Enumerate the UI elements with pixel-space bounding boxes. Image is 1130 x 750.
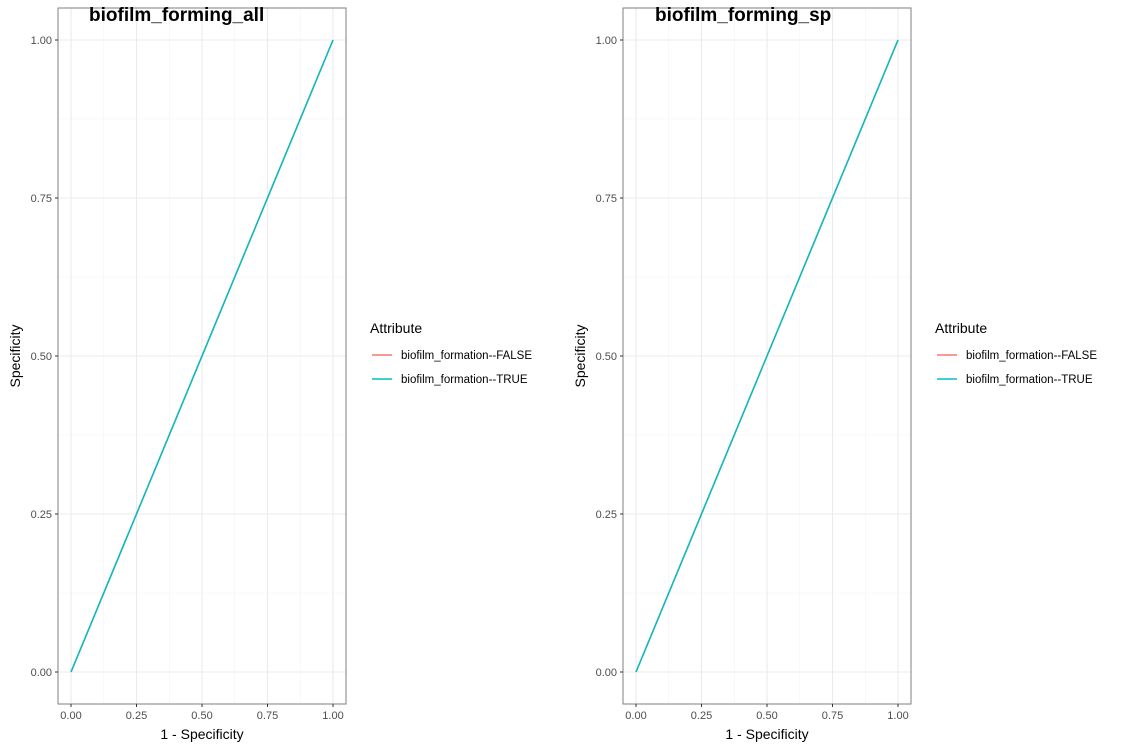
chart-1-legend-label-true: biofilm_formation--TRUE — [401, 374, 528, 386]
chart-2-y-tick-label: 0.00 — [596, 667, 617, 679]
chart-2-x-axis-title: 1 - Specificity — [725, 726, 808, 742]
chart-1-y-tick-label: 0.75 — [31, 193, 52, 205]
chart-2-title: biofilm_forming_sp — [655, 5, 831, 26]
chart-1-x-tick-label: 0.25 — [126, 710, 147, 722]
chart-1-title: biofilm_forming_all — [89, 5, 264, 26]
chart-2-y-axis-title: Specificity — [572, 324, 588, 387]
chart-1-legend-title: Attribute — [370, 320, 422, 336]
chart-1-x-tick-label: 0.00 — [60, 710, 81, 722]
chart-2-legend-label-true: biofilm_formation--TRUE — [966, 374, 1093, 386]
chart-2-y-tick-label: 0.50 — [596, 351, 617, 363]
chart-2-legend-label-false: biofilm_formation--FALSE — [966, 350, 1097, 362]
chart-2-legend-title: Attribute — [935, 320, 987, 336]
chart-2-x-tick-label: 0.25 — [691, 710, 712, 722]
chart-1-x-axis-title: 1 - Specificity — [160, 726, 243, 742]
chart-2-y-tick-label: 1.00 — [596, 35, 617, 47]
chart-2-series-line-true — [635, 39, 899, 673]
chart-2-x-tick-label: 0.00 — [625, 710, 646, 722]
chart-1-y-tick-label: 0.25 — [31, 509, 52, 521]
chart-1-y-axis-title: Specificity — [7, 324, 23, 387]
chart-2-x-tick-label: 0.50 — [756, 710, 777, 722]
chart-2-x-tick-label: 1.00 — [887, 710, 908, 722]
chart-1-y-tick-label: 1.00 — [31, 35, 52, 47]
chart-2-x-tick-label: 0.75 — [822, 710, 843, 722]
chart-2-y-tick-label: 0.75 — [596, 193, 617, 205]
chart-2-y-tick-label: 0.25 — [596, 509, 617, 521]
chart-1-legend-label-false: biofilm_formation--FALSE — [401, 350, 532, 362]
chart-1-series-line-true — [70, 39, 334, 673]
chart-1-y-tick-label: 0.00 — [31, 667, 52, 679]
chart-1-x-tick-label: 0.50 — [191, 710, 212, 722]
chart-1-y-tick-label: 0.50 — [31, 351, 52, 363]
chart-1-x-tick-label: 1.00 — [322, 710, 343, 722]
chart-1-x-tick-label: 0.75 — [257, 710, 278, 722]
